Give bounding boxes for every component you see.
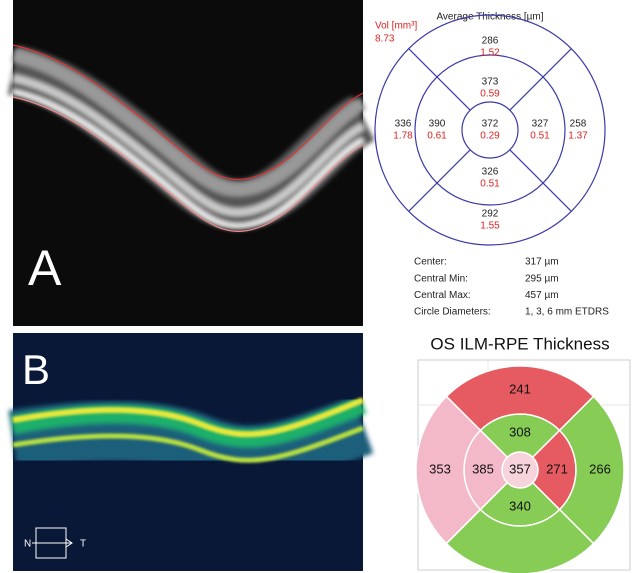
param-value: 457 µm: [525, 290, 559, 301]
panel-label: A: [28, 240, 62, 296]
sector-value: 340: [509, 498, 531, 513]
orientation-label: N: [24, 539, 31, 550]
sector-volume: 1.78: [393, 131, 413, 142]
parameter-list: Center: 317 µm Central Min: 295 µm Central M…: [414, 257, 609, 318]
figure-canvas: A B N T Average Thickness [µm] Vol [mm³]…: [0, 0, 634, 573]
map-title: OS ILM-RPE Thickness: [430, 334, 609, 353]
thickness-map-a: Average Thickness [µm] Vol [mm³] 8.73 37…: [375, 12, 605, 245]
sector-volume: 0.51: [530, 131, 550, 142]
param-value: 1, 3, 6 mm ETDRS: [525, 307, 609, 318]
oct-image-b: B N T: [13, 333, 363, 571]
sector-volume: 1.37: [568, 131, 588, 142]
sector-value: 357: [509, 461, 531, 476]
sector-thickness: 286: [482, 36, 499, 47]
sector-volume: 1.55: [480, 221, 500, 232]
sector-value: 271: [546, 461, 568, 476]
sector-thickness: 373: [482, 77, 499, 88]
sector-volume: 0.61: [427, 131, 447, 142]
param-label: Central Min:: [414, 273, 468, 284]
sector-thickness: 258: [570, 119, 587, 130]
sector-thickness: 327: [532, 119, 549, 130]
panel-label: B: [22, 346, 50, 393]
thickness-map-b: 357 308 385 271 340 241 353 266: [416, 366, 624, 573]
sector-volume: 0.51: [480, 179, 500, 190]
sector-volume: 0.59: [480, 89, 500, 100]
sector-thickness: 390: [429, 119, 446, 130]
sector-value: 308: [509, 424, 531, 439]
param-label: Central Max:: [414, 290, 471, 301]
figure: A B N T Average Thickness [µm] Vol [mm³]…: [0, 0, 634, 573]
vol-total: 8.73: [375, 34, 395, 45]
sector-thickness: 372: [482, 119, 499, 130]
sector-volume: 1.52: [480, 48, 500, 59]
sector-volume: 0.29: [480, 131, 500, 142]
sector-thickness: 326: [482, 167, 499, 178]
vol-label: Vol [mm³]: [375, 21, 417, 32]
sector-value: 385: [472, 461, 494, 476]
param-label: Circle Diameters:: [414, 307, 491, 318]
sector-thickness: 292: [482, 209, 499, 220]
param-label: Center:: [414, 257, 447, 268]
sector-thickness: 336: [395, 119, 412, 130]
sector-value: 266: [589, 461, 611, 476]
param-value: 295 µm: [525, 273, 559, 284]
orientation-label: T: [80, 539, 86, 550]
param-value: 317 µm: [525, 257, 559, 268]
sector-value: 241: [509, 381, 531, 396]
sector-value: 353: [429, 461, 451, 476]
oct-image-a: A: [13, 0, 363, 326]
